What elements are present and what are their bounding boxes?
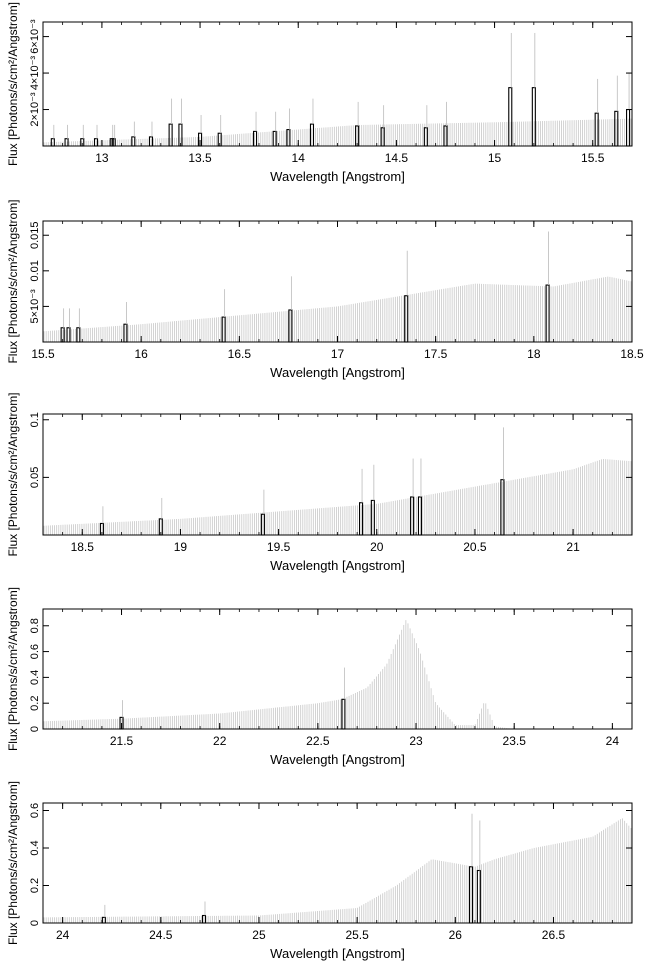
x-tick-label: 26.5 — [542, 928, 566, 942]
x-tick-label: 22 — [213, 734, 227, 748]
highlighted-bar — [370, 499, 375, 536]
y-tick-label: 0.05 — [29, 467, 41, 488]
y-axis-label: Flux [Photons/s/cm²/Angstrom] — [6, 199, 20, 363]
continuum-bars — [43, 818, 632, 923]
y-tick-label: 2×10⁻³ — [29, 92, 41, 127]
y-tick-label: 0.4 — [29, 670, 41, 685]
highlighted-bar — [476, 869, 481, 924]
x-tick-label: 18 — [527, 347, 541, 361]
x-tick-label: 15 — [488, 151, 502, 165]
x-tick-label: 20 — [370, 540, 384, 554]
panel-2: 15.5 16 16.5 17 17.5 18 18.5 5×10⁻³ 0.01 0.015 Wav… — [6, 199, 644, 380]
highlighted-bar — [221, 316, 226, 343]
x-tick-label: 22.5 — [306, 734, 330, 748]
x-tick-label: 13 — [95, 151, 109, 165]
highlighted-bar — [423, 127, 428, 147]
x-axis-label: Wavelength [Angstrom] — [270, 946, 405, 961]
x-tick-label: 26 — [449, 928, 463, 942]
y-axis-label: Flux [Photons/s/cm²/Angstrom] — [6, 2, 20, 166]
x-tick-label: 25 — [252, 928, 266, 942]
highlighted-bar — [123, 323, 128, 343]
x-tick-label: 17.5 — [424, 347, 448, 361]
y-tick-label: 4×10⁻³ — [29, 56, 41, 91]
x-tick-label: 23.5 — [503, 734, 527, 748]
x-tick-label: 24 — [606, 734, 620, 748]
x-tick-label: 18.5 — [71, 540, 95, 554]
highlighted-bar — [545, 284, 550, 343]
highlighted-bar — [101, 916, 106, 924]
x-tick-label: 14.5 — [385, 151, 409, 165]
x-tick-label: 18.5 — [620, 347, 644, 361]
y-tick-label: 0.2 — [29, 878, 41, 893]
axes-frame — [42, 413, 633, 536]
y-tick-label: 0.4 — [29, 840, 41, 855]
y-tick-label: 0.01 — [29, 260, 41, 281]
x-tick-label: 15.5 — [581, 151, 605, 165]
highlighted-bar — [341, 698, 346, 730]
highlighted-bar — [76, 327, 81, 343]
x-tick-label: 17 — [331, 347, 345, 361]
y-tick-label: 0.1 — [29, 412, 41, 427]
axes-frame — [42, 802, 633, 924]
axes-frame — [42, 608, 633, 730]
x-tick-label: 16 — [134, 347, 148, 361]
x-tick-label: 16.5 — [228, 347, 252, 361]
continuum-bars — [43, 459, 632, 535]
y-axis-label: Flux [Photons/s/cm²/Angstrom] — [6, 781, 20, 945]
highlighted-bar — [594, 112, 599, 147]
highlighted-bars — [101, 813, 481, 924]
x-axis-label: Wavelength [Angstrom] — [270, 169, 405, 184]
x-tick-label: 19 — [174, 540, 188, 554]
x-axis-label: Wavelength [Angstrom] — [270, 558, 405, 573]
y-tick-label: 0 — [29, 726, 41, 732]
highlighted-bar — [359, 502, 364, 536]
y-axis-label: Flux [Photons/s/cm²/Angstrom] — [6, 587, 20, 751]
x-axis-label: Wavelength [Angstrom] — [270, 752, 405, 767]
highlighted-bar — [508, 87, 513, 147]
x-tick-label: 14 — [292, 151, 306, 165]
x-tick-label: 20.5 — [463, 540, 487, 554]
axes-frame — [42, 21, 633, 147]
x-tick-label: 24 — [56, 928, 70, 942]
highlighted-bar — [64, 138, 69, 147]
y-tick-label: 0.2 — [29, 696, 41, 711]
highlighted-bar — [309, 123, 315, 147]
y-tick-label: 0.015 — [29, 221, 41, 249]
x-tick-label: 21.5 — [110, 734, 134, 748]
panel-5: 24 24.5 25 25.5 26 26.5 0 0.2 0.4 0.6 Wavelength [… — [6, 781, 633, 961]
panel-1: 13 13.5 14 14.5 15 15.5 2×10⁻³4×10⁻³ 6×10⁻³ Wave… — [6, 2, 633, 184]
highlighted-bar — [131, 136, 136, 147]
y-tick-label: 6×10⁻³ — [29, 19, 41, 54]
y-axis-label: Flux [Photons/s/cm²/Angstrom] — [6, 392, 20, 556]
highlighted-bar — [626, 108, 631, 147]
x-tick-label: 21 — [566, 540, 580, 554]
axes-frame — [42, 220, 633, 343]
x-tick-label: 15.5 — [31, 347, 55, 361]
x-tick-label: 24.5 — [149, 928, 173, 942]
highlighted-bar — [93, 138, 99, 147]
x-tick-label: 19.5 — [267, 540, 291, 554]
x-tick-label: 25.5 — [345, 928, 369, 942]
highlighted-bar — [417, 496, 423, 536]
continuum-bars — [43, 276, 632, 342]
panel-4: 21.5 22 22.5 23 23.5 24 0 0.2 0.4 0.6 0.8 Wavelengt… — [6, 587, 633, 767]
panel-3: 18.5 19 19.5 20 20.5 21 0.05 0.1 Wavelength [Ang… — [6, 392, 633, 573]
y-tick-label: 5×10⁻³ — [29, 289, 41, 324]
y-tick-label: 0.8 — [29, 618, 41, 633]
x-tick-label: 13.5 — [188, 151, 212, 165]
highlighted-bar — [252, 130, 258, 147]
x-axis-label: Wavelength [Angstrom] — [270, 365, 405, 380]
continuum-bars — [43, 620, 514, 729]
highlighted-bar — [272, 130, 277, 147]
y-tick-label: 0 — [29, 920, 41, 926]
y-tick-label: 0.6 — [29, 803, 41, 818]
y-tick-label: 0.6 — [29, 644, 41, 659]
x-tick-label: 23 — [409, 734, 423, 748]
highlighted-bar — [66, 327, 71, 343]
